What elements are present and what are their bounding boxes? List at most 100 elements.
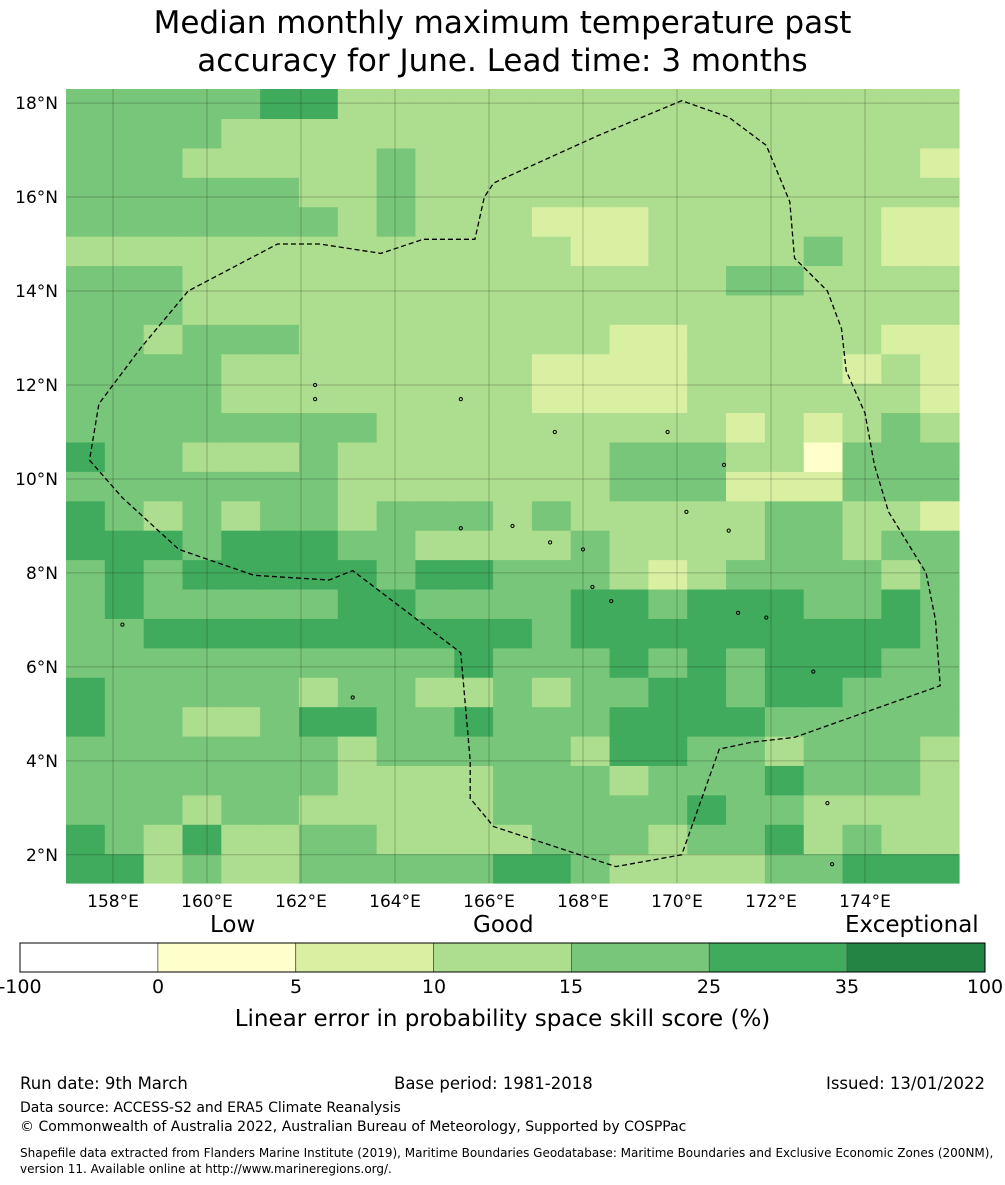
skill-cell <box>764 794 805 825</box>
skill-cell <box>687 383 727 414</box>
skill-cell <box>881 89 921 120</box>
skill-cell <box>221 618 261 649</box>
skill-cell <box>920 265 960 296</box>
skill-cell <box>260 794 300 825</box>
skill-cell <box>66 353 106 384</box>
skill-cell <box>415 118 455 149</box>
skill-cell <box>609 853 649 884</box>
skill-cell <box>881 647 921 678</box>
skill-cell <box>648 265 688 296</box>
skill-cell <box>881 206 921 237</box>
skill-cell <box>920 794 960 825</box>
skill-cell <box>260 735 300 766</box>
skill-cell <box>415 471 455 502</box>
skill-cell <box>337 853 378 884</box>
skill-cell <box>764 383 805 414</box>
skill-cell <box>376 853 417 884</box>
skill-cell <box>687 324 727 355</box>
skill-cell <box>143 147 184 178</box>
skill-cell <box>337 177 378 208</box>
skill-cell <box>609 588 649 619</box>
skill-cell <box>803 559 844 590</box>
skill-cell <box>803 588 844 619</box>
skill-cell <box>531 412 572 443</box>
skill-cell <box>337 118 378 149</box>
skill-cell <box>66 765 106 796</box>
skill-cell <box>493 735 533 766</box>
island <box>120 622 125 627</box>
skill-cell <box>687 618 727 649</box>
skill-cell <box>764 147 805 178</box>
skill-cell <box>66 559 106 590</box>
skill-cell <box>221 530 261 561</box>
skill-cell <box>803 677 844 708</box>
skill-cell <box>803 383 844 414</box>
skill-cell <box>803 206 844 237</box>
skill-cell <box>376 618 417 649</box>
skill-cell <box>842 677 882 708</box>
skill-cell <box>104 824 145 855</box>
skill-cell <box>454 794 494 825</box>
skill-cell <box>454 147 494 178</box>
skill-cell <box>66 853 106 884</box>
skill-cell <box>221 824 261 855</box>
skill-cell <box>182 647 222 678</box>
skill-cell <box>842 765 882 796</box>
skill-cell <box>881 824 921 855</box>
skill-cell <box>570 735 611 766</box>
skill-cell <box>182 265 222 296</box>
skill-cell <box>531 324 572 355</box>
skill-cell <box>104 500 145 531</box>
skill-cell <box>493 824 533 855</box>
skill-cell <box>493 441 533 472</box>
skill-cell <box>648 294 688 325</box>
skill-cell <box>570 677 611 708</box>
skill-cell <box>337 618 378 649</box>
skill-cell <box>531 794 572 825</box>
skill-cell <box>376 500 417 531</box>
skill-cell <box>842 441 882 472</box>
skill-cell <box>648 618 688 649</box>
island <box>313 382 318 388</box>
skill-cell <box>182 677 222 708</box>
island <box>830 862 835 867</box>
skill-cell <box>260 147 300 178</box>
skill-cell <box>298 236 339 267</box>
skill-cell <box>260 324 300 355</box>
skill-cell <box>531 147 572 178</box>
skill-cell <box>415 530 455 561</box>
skill-cell <box>531 118 572 149</box>
skill-cell <box>337 735 378 766</box>
skill-cell <box>842 118 882 149</box>
skill-cell <box>920 677 960 708</box>
skill-cell <box>260 706 300 737</box>
skill-cell <box>415 765 455 796</box>
skill-cell <box>143 618 184 649</box>
skill-cell <box>66 265 106 296</box>
skill-cell <box>531 206 572 237</box>
skill-cell <box>570 324 611 355</box>
skill-cell <box>726 324 766 355</box>
axis-ticks: 158°E 160°E 162°E 164°E 166°E 168°E 170°E 172°E… <box>15 94 891 912</box>
skill-cell <box>764 265 805 296</box>
skill-cell <box>726 353 766 384</box>
skill-cell <box>726 706 766 737</box>
skill-cell <box>764 647 805 678</box>
skill-cell <box>609 265 649 296</box>
skill-cell <box>182 383 222 414</box>
skill-cell <box>609 412 649 443</box>
skill-cell <box>298 588 339 619</box>
skill-cell <box>337 412 378 443</box>
skill-cell <box>726 441 766 472</box>
skill-cell <box>376 677 417 708</box>
skill-cell <box>803 735 844 766</box>
skill-cell <box>182 471 222 502</box>
skill-cell <box>648 471 688 502</box>
colorbar-tick: -100 <box>0 976 42 998</box>
skill-cell <box>376 735 417 766</box>
skill-cell <box>842 412 882 443</box>
skill-cell <box>415 794 455 825</box>
skill-cell <box>454 89 494 120</box>
skill-cell <box>493 383 533 414</box>
copyright: © Commonwealth of Australia 2022, Austra… <box>20 1119 687 1135</box>
